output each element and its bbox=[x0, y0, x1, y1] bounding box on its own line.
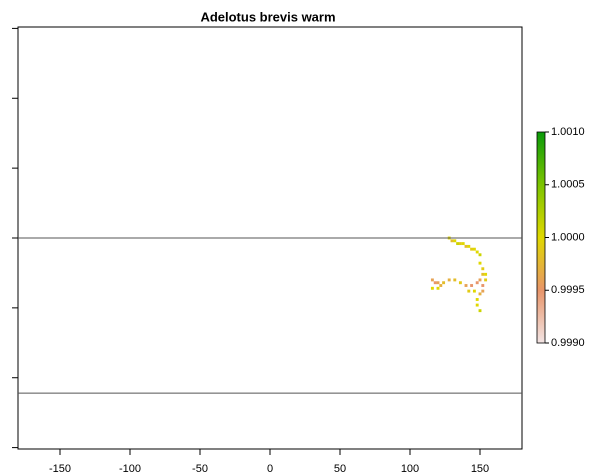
y-tick-label: -50 bbox=[0, 300, 2, 316]
raster-cell bbox=[472, 289, 476, 293]
raster-cell bbox=[458, 281, 462, 285]
x-tick-label: -100 bbox=[119, 463, 141, 472]
raster-cell bbox=[481, 272, 485, 276]
raster-cell bbox=[475, 281, 479, 285]
raster-cell bbox=[447, 278, 451, 282]
raster-cell bbox=[464, 244, 468, 248]
raster-cell bbox=[464, 284, 468, 287]
raster-cell bbox=[436, 281, 440, 285]
raster-cell bbox=[478, 278, 482, 282]
raster-cell bbox=[456, 242, 460, 246]
raster-cell bbox=[478, 261, 482, 265]
x-tick-label: -50 bbox=[192, 463, 208, 472]
chart-title: Adelotus brevis warm bbox=[200, 9, 335, 24]
raster-cell bbox=[472, 247, 476, 251]
raster-cell bbox=[478, 292, 482, 296]
raster-cell bbox=[475, 303, 479, 307]
y-tick-label: 100 bbox=[0, 89, 2, 107]
raster-cell bbox=[453, 239, 457, 243]
raster-cell bbox=[467, 289, 471, 293]
raster-cell bbox=[458, 242, 462, 246]
raster-cell bbox=[433, 281, 437, 285]
raster-cell bbox=[475, 298, 479, 301]
raster-cell bbox=[450, 239, 454, 243]
raster-cell bbox=[467, 244, 471, 248]
raster-cell bbox=[436, 286, 440, 290]
color-bar-label: 0.9995 bbox=[551, 284, 585, 296]
raster-cell bbox=[478, 253, 482, 257]
raster-cell bbox=[453, 278, 457, 282]
raster-cell bbox=[470, 284, 474, 287]
color-bar-label: 1.0010 bbox=[551, 126, 585, 138]
x-tick-label: 0 bbox=[267, 463, 273, 472]
raster-cell bbox=[481, 267, 485, 271]
color-bar bbox=[536, 131, 546, 344]
raster-cell bbox=[442, 281, 446, 285]
raster-cell bbox=[484, 278, 488, 282]
raster-cell bbox=[430, 278, 434, 282]
color-bar-label: 1.0000 bbox=[551, 231, 585, 243]
color-bar-label: 0.9990 bbox=[551, 337, 585, 349]
raster-cell bbox=[461, 242, 465, 246]
raster-cell bbox=[481, 284, 485, 287]
raster-cell bbox=[439, 284, 443, 287]
color-bar-label: 1.0005 bbox=[551, 179, 585, 191]
x-tick-label: -150 bbox=[49, 463, 71, 472]
raster-cell bbox=[484, 272, 488, 276]
x-tick-label: 50 bbox=[334, 463, 346, 472]
x-tick-label: 100 bbox=[401, 463, 419, 472]
raster-cell bbox=[478, 309, 482, 313]
raster-cell bbox=[481, 289, 485, 293]
y-tick-label: 150 bbox=[0, 19, 2, 37]
y-tick-label: -100 bbox=[0, 367, 2, 389]
raster-cell bbox=[430, 286, 434, 290]
y-tick-label: -150 bbox=[0, 437, 2, 459]
y-tick-label: 0 bbox=[0, 235, 2, 241]
y-tick-label: 50 bbox=[0, 162, 2, 174]
x-tick-label: 150 bbox=[471, 463, 489, 472]
raster-cell bbox=[470, 247, 474, 251]
raster-cell bbox=[475, 250, 479, 254]
